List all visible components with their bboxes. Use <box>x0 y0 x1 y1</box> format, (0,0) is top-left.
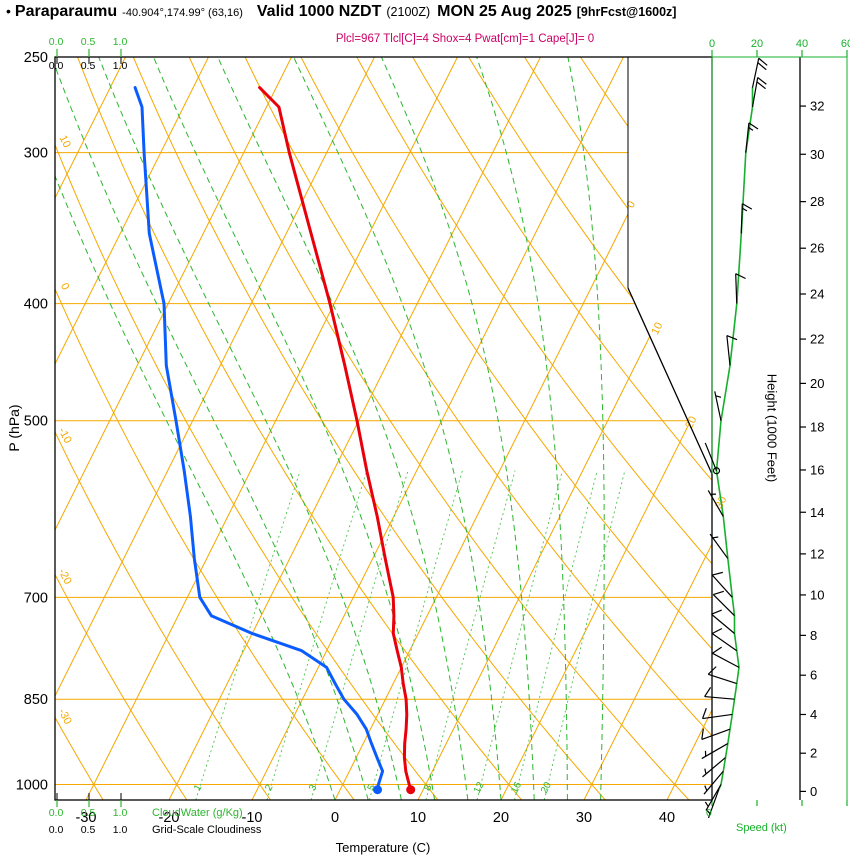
svg-text:20: 20 <box>810 376 824 391</box>
dewpoint-curve <box>133 86 385 792</box>
svg-text:3: 3 <box>307 783 320 793</box>
title-row: • Paraparaumu -40.904°,174.99° (63,16) V… <box>6 3 676 21</box>
cloudwater-tick: 1.0 <box>112 36 128 48</box>
svg-text:24: 24 <box>810 287 824 302</box>
cloudwater-tick: 0.5 <box>80 807 96 819</box>
svg-text:1000: 1000 <box>16 777 48 793</box>
cloudiness-tick: 0.5 <box>80 60 96 72</box>
svg-text:20: 20 <box>539 780 554 795</box>
speed-axis-zero: 0 <box>706 807 712 819</box>
svg-text:-20: -20 <box>159 810 180 826</box>
svg-text:400: 400 <box>24 297 48 313</box>
svg-text:30: 30 <box>810 147 824 162</box>
surface-temp-dot <box>406 785 416 795</box>
svg-text:0: 0 <box>709 38 715 50</box>
svg-text:8: 8 <box>422 783 435 793</box>
svg-text:18: 18 <box>810 420 824 435</box>
cloudiness-tick: 1.0 <box>112 824 128 836</box>
cloudwater-scale-top: 0.0 0.5 1.0 <box>44 36 140 48</box>
svg-text:22: 22 <box>810 332 824 347</box>
svg-text:1: 1 <box>192 783 205 793</box>
cloudiness-tick: 0.5 <box>80 824 96 836</box>
svg-text:12: 12 <box>472 780 487 795</box>
svg-text:32: 32 <box>810 99 824 114</box>
cloudwater-tick: 0.5 <box>80 36 96 48</box>
cloudwater-ticks <box>56 49 122 807</box>
svg-text:40: 40 <box>659 810 675 826</box>
svg-text:-10: -10 <box>242 810 263 826</box>
svg-text:-10: -10 <box>56 426 74 446</box>
cloudwater-tick: 0.0 <box>48 807 64 819</box>
pressure-axis-labels: 250 300 400 500 700 850 1000 <box>16 50 48 793</box>
svg-text:0: 0 <box>58 281 71 292</box>
svg-text:60: 60 <box>841 38 850 50</box>
svg-text:250: 250 <box>24 50 48 66</box>
svg-text:40: 40 <box>796 38 808 50</box>
svg-text:10: 10 <box>649 320 665 336</box>
pressure-axis-title: P (hPa) <box>6 404 22 452</box>
zulu-time: (2100Z) <box>386 5 431 19</box>
svg-text:500: 500 <box>24 414 48 430</box>
svg-text:850: 850 <box>24 692 48 708</box>
cloudiness-axis-title: Grid-Scale Cloudiness <box>152 824 262 836</box>
svg-text:10: 10 <box>410 810 426 826</box>
cloudiness-tick: 0.0 <box>48 60 64 72</box>
svg-text:14: 14 <box>810 505 824 520</box>
cloudwater-tick: 1.0 <box>112 807 128 819</box>
valid-time: Valid 1000 NZDT <box>256 3 382 20</box>
cloudiness-scale-bottom: 0.0 0.5 1.0 Grid-Scale Cloudiness <box>44 824 262 836</box>
cloudwater-tick: 0.0 <box>48 36 64 48</box>
svg-text:10: 10 <box>57 133 73 149</box>
svg-text:20: 20 <box>493 810 509 826</box>
svg-text:5: 5 <box>366 783 379 793</box>
forecast-hour: [9hrFcst@1600z] <box>576 5 677 19</box>
orange-grid <box>55 57 712 800</box>
valid-date: MON 25 Aug 2025 <box>437 3 572 20</box>
svg-text:6: 6 <box>810 668 817 683</box>
temperature-axis-labels: -30 -20 -10 0 10 20 30 40 <box>76 810 676 826</box>
svg-text:0: 0 <box>625 199 638 210</box>
svg-text:10: 10 <box>810 587 824 602</box>
svg-text:0: 0 <box>331 810 339 826</box>
svg-text:20: 20 <box>751 38 763 50</box>
height-axis-title: Height (1000 Feet) <box>764 373 780 483</box>
svg-text:16: 16 <box>509 780 524 795</box>
speed-profile-curve <box>715 86 754 791</box>
svg-text:12: 12 <box>810 546 824 561</box>
svg-text:300: 300 <box>24 146 48 162</box>
cloudiness-tick: 1.0 <box>112 60 128 72</box>
svg-text:8: 8 <box>810 628 817 643</box>
moist-adiabats <box>55 57 605 800</box>
svg-text:-30: -30 <box>76 810 97 826</box>
svg-text:26: 26 <box>810 241 824 256</box>
station-coords: -40.904°,174.99° (63,16) <box>122 7 243 19</box>
svg-text:28: 28 <box>810 194 824 209</box>
station-name: Paraparaumu <box>14 3 118 20</box>
svg-text:0: 0 <box>810 784 817 799</box>
svg-text:2: 2 <box>810 746 817 761</box>
svg-text:30: 30 <box>576 810 592 826</box>
svg-text:2: 2 <box>263 783 276 793</box>
cloudwater-scale-bottom: 0.0 0.5 1.0 CloudWater (g/Kg) <box>44 807 243 819</box>
surface-dewpoint-dot <box>372 785 382 795</box>
speed-axis: 0204060 <box>709 38 850 806</box>
cloudiness-tick: 0.0 <box>48 824 64 836</box>
mixing-ratio-lines <box>195 470 626 800</box>
svg-text:4: 4 <box>810 707 817 722</box>
cloudiness-scale-top: 0.0 0.5 1.0 <box>44 60 140 72</box>
wind-barbs <box>701 57 768 819</box>
speed-axis-title: Speed (kt) <box>736 822 787 834</box>
svg-text:-20: -20 <box>56 567 74 587</box>
cloudwater-axis-title: CloudWater (g/Kg) <box>152 807 243 819</box>
svg-text:700: 700 <box>24 590 48 606</box>
svg-text:16: 16 <box>810 462 824 477</box>
temperature-axis-title: Temperature (C) <box>335 840 431 855</box>
temperature-curve <box>258 86 413 792</box>
station-bullet: • <box>6 3 11 19</box>
stability-params: Plcl=967 Tlcl[C]=4 Shox=4 Pwat[cm]=1 Cap… <box>335 33 595 45</box>
